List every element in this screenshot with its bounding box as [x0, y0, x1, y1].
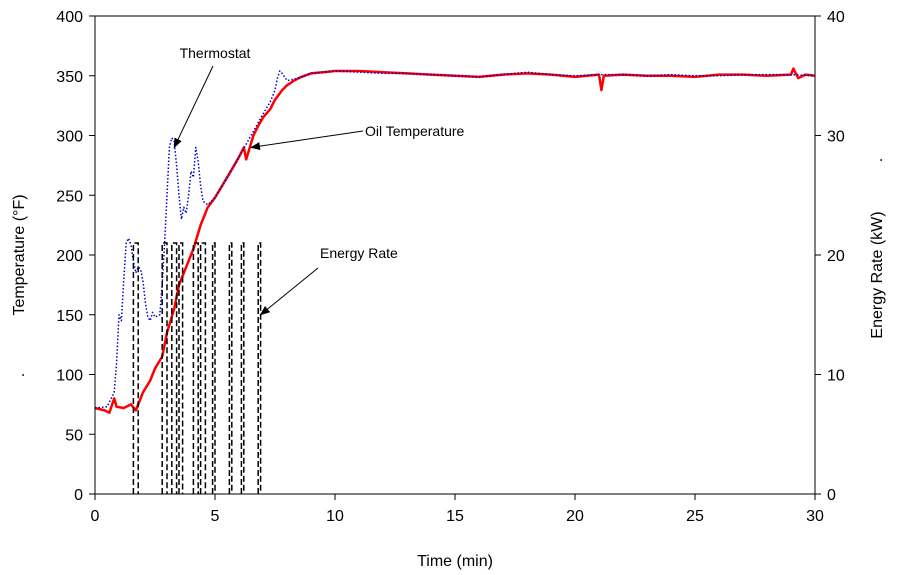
y-tick-label: 50 [65, 427, 83, 444]
energy-rate-pulse [199, 242, 207, 494]
x-tick-label: 20 [566, 508, 584, 525]
thermostat-annotation-arrow [173, 65, 214, 149]
energy-rate-pulse [132, 242, 139, 494]
y2-tick-label: 10 [827, 368, 845, 385]
energy-rate-pulse [171, 242, 178, 494]
oil-temperature-annotation-label: Oil Temperature [365, 123, 465, 139]
oil-temperature-annotation-arrow [250, 130, 364, 151]
energy-rate-pulse [178, 242, 184, 494]
x-tick-label: 5 [211, 508, 220, 525]
axis-layer: 0 5 10 15 20 25 300501001502002503003504000102… [56, 9, 845, 525]
x-tick-label: 0 [91, 508, 100, 525]
y-tick-label: 100 [56, 368, 83, 385]
energy-rate-pulse [161, 242, 168, 494]
oil-temperature-series-line [94, 67, 816, 414]
y2-axis-title: Energy Rate (kW) [869, 211, 886, 338]
energy-rate-pulse [240, 242, 245, 494]
annotation-layer: Thermostat Oil Temperature Energy Rate [173, 45, 465, 316]
y-tick-label: 400 [56, 9, 83, 26]
y2-tick-label: 40 [827, 9, 845, 26]
y-tick-label: 200 [56, 248, 83, 265]
y2-tick-label: 30 [827, 129, 845, 146]
energy-rate-pulse [257, 242, 262, 494]
energy-rate-annotation-arrow [259, 267, 319, 316]
x-tick-label: 25 [686, 508, 704, 525]
x-axis-title: Time (min) [417, 553, 493, 570]
energy-rate-annotation-label: Energy Rate [320, 245, 398, 261]
thermostat-annotation-label: Thermostat [180, 45, 251, 61]
y-axis-title-suffix: . [11, 373, 28, 377]
y2-tick-label: 0 [827, 487, 836, 504]
x-tick-label: 15 [446, 508, 464, 525]
y-tick-label: 350 [56, 69, 83, 86]
x-tick-label: 10 [326, 508, 344, 525]
y-tick-label: 250 [56, 188, 83, 205]
thermostat-series-line [94, 70, 816, 409]
y2-axis-title-suffix: . [869, 158, 886, 162]
energy-rate-pulse [228, 242, 233, 494]
y2-tick-label: 20 [827, 248, 845, 265]
y-tick-label: 150 [56, 308, 83, 325]
y-tick-label: 0 [74, 487, 83, 504]
y-tick-label: 300 [56, 129, 83, 146]
energy-rate-pulse [211, 242, 216, 494]
y-axis-title: Temperature (°F) [11, 194, 28, 315]
energy-rate-pulse [192, 242, 199, 494]
series-layer [94, 67, 816, 494]
x-tick-label: 30 [806, 508, 824, 525]
